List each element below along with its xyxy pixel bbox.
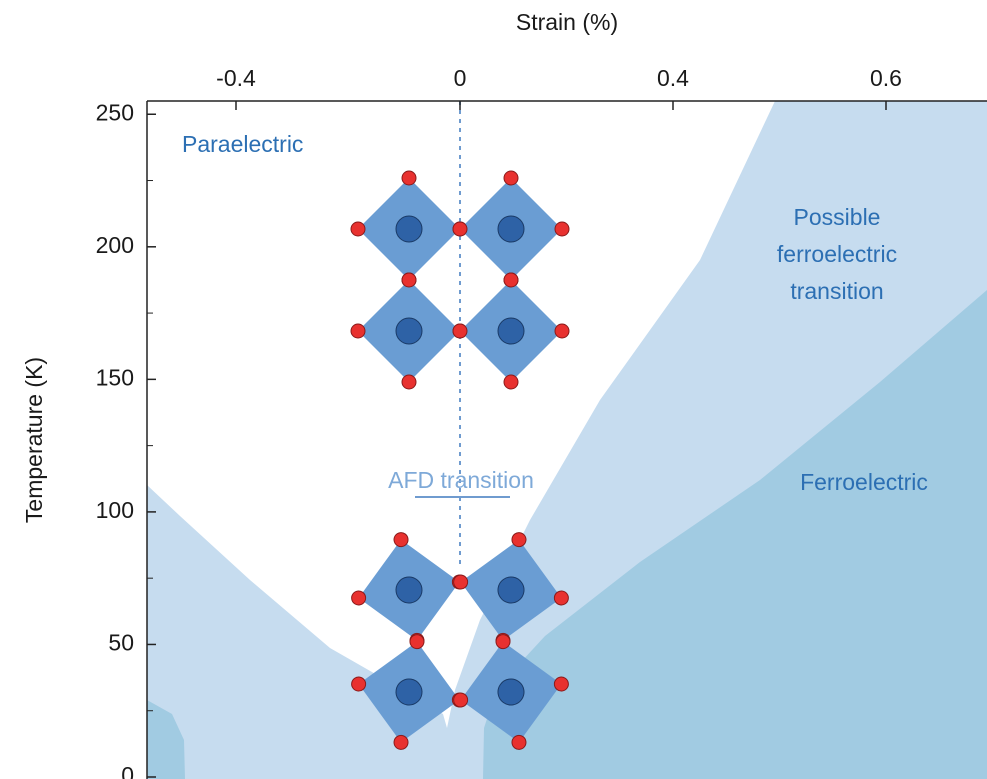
axes bbox=[146, 100, 987, 779]
y-tick-label: 0 bbox=[121, 762, 134, 779]
y-tick-label: 50 bbox=[108, 630, 134, 656]
possible-label: Possible bbox=[794, 204, 881, 230]
ferroelectric-label: Ferroelectric bbox=[800, 469, 928, 495]
ferroelectric-region bbox=[483, 290, 987, 779]
paraelectric-label: Paraelectric bbox=[182, 131, 303, 157]
x-tick-label: 0 bbox=[454, 65, 467, 91]
possible-label: ferroelectric bbox=[777, 241, 897, 267]
y-tick-label: 200 bbox=[96, 232, 134, 258]
possible-label: transition bbox=[790, 278, 883, 304]
x-axis-label: Strain (%) bbox=[516, 9, 618, 35]
y-tick-label: 150 bbox=[96, 364, 134, 390]
ferroelectric-corner bbox=[147, 700, 185, 779]
phase-regions bbox=[147, 101, 987, 779]
y-tick-label: 250 bbox=[96, 99, 134, 125]
y-tick-label: 100 bbox=[96, 497, 134, 523]
x-tick-label: 0.6 bbox=[870, 65, 902, 91]
afd-label: AFD transition bbox=[388, 467, 534, 493]
y-axis-label: Temperature (K) bbox=[21, 357, 47, 523]
x-tick-label: 0.4 bbox=[657, 65, 689, 91]
paraelectric-region bbox=[147, 101, 775, 728]
x-tick-label: -0.4 bbox=[216, 65, 256, 91]
